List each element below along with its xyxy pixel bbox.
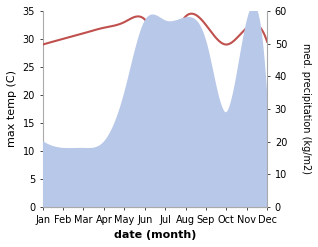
Y-axis label: med. precipitation (kg/m2): med. precipitation (kg/m2) xyxy=(301,43,311,174)
X-axis label: date (month): date (month) xyxy=(114,230,196,240)
Y-axis label: max temp (C): max temp (C) xyxy=(7,70,17,147)
